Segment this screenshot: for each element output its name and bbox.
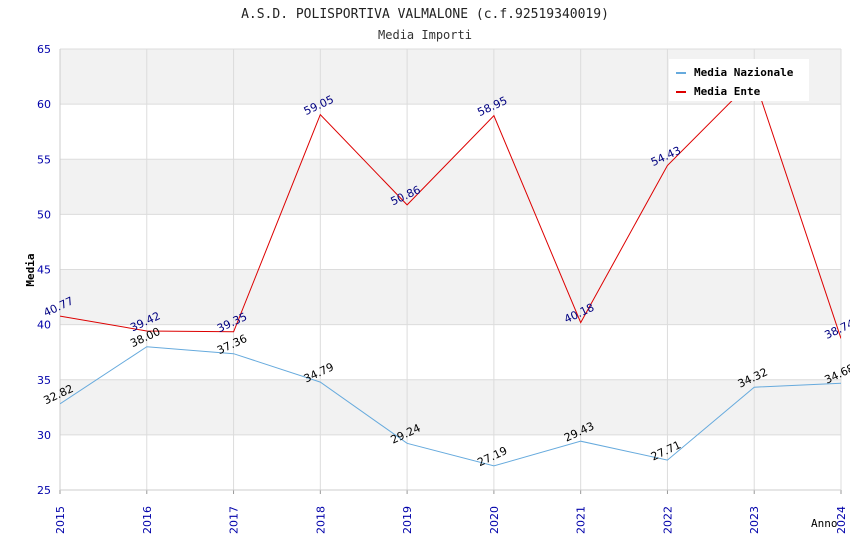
plot-band <box>60 159 841 215</box>
y-tick-label: 45 <box>37 264 51 277</box>
y-axis-label: Media <box>24 253 37 286</box>
plot-band <box>60 434 841 490</box>
x-tick-label: 2020 <box>488 506 501 534</box>
legend: Media Nazionale Media Ente <box>669 59 809 101</box>
x-tick-label: 2024 <box>835 506 848 534</box>
x-axis-label: Anno <box>811 517 838 530</box>
x-tick-label: 2019 <box>401 506 414 534</box>
x-tick-label: 2017 <box>228 506 241 534</box>
y-tick-label: 40 <box>37 319 51 332</box>
y-tick-label: 50 <box>37 208 51 221</box>
y-tick-label: 60 <box>37 98 51 111</box>
plot-band <box>60 104 841 160</box>
y-tick-label: 30 <box>37 429 51 442</box>
chart-title: A.S.D. POLISPORTIVA VALMALONE (c.f.92519… <box>241 7 609 22</box>
y-tick-label: 35 <box>37 374 51 387</box>
x-tick-label: 2023 <box>748 506 761 534</box>
x-tick-label: 2018 <box>314 506 327 534</box>
y-tick-label: 55 <box>37 153 51 166</box>
legend-entry: Media Nazionale <box>694 66 794 79</box>
x-tick-label: 2016 <box>141 506 154 534</box>
plot-band <box>60 324 841 380</box>
plot-band <box>60 214 841 270</box>
x-tick-label: 2022 <box>661 506 674 534</box>
plot-band <box>60 379 841 435</box>
legend-entry: Media Ente <box>694 85 761 98</box>
series-line-media-ente <box>60 77 841 339</box>
plot-band <box>60 269 841 325</box>
x-tick-label: 2015 <box>54 506 67 534</box>
y-tick-label: 65 <box>37 43 51 56</box>
series-line-media-nazionale <box>60 346 841 467</box>
y-tick-label: 25 <box>37 484 51 497</box>
chart-subtitle: Media Importi <box>378 28 472 42</box>
legend-box <box>669 59 809 101</box>
x-tick-label: 2021 <box>575 506 588 534</box>
